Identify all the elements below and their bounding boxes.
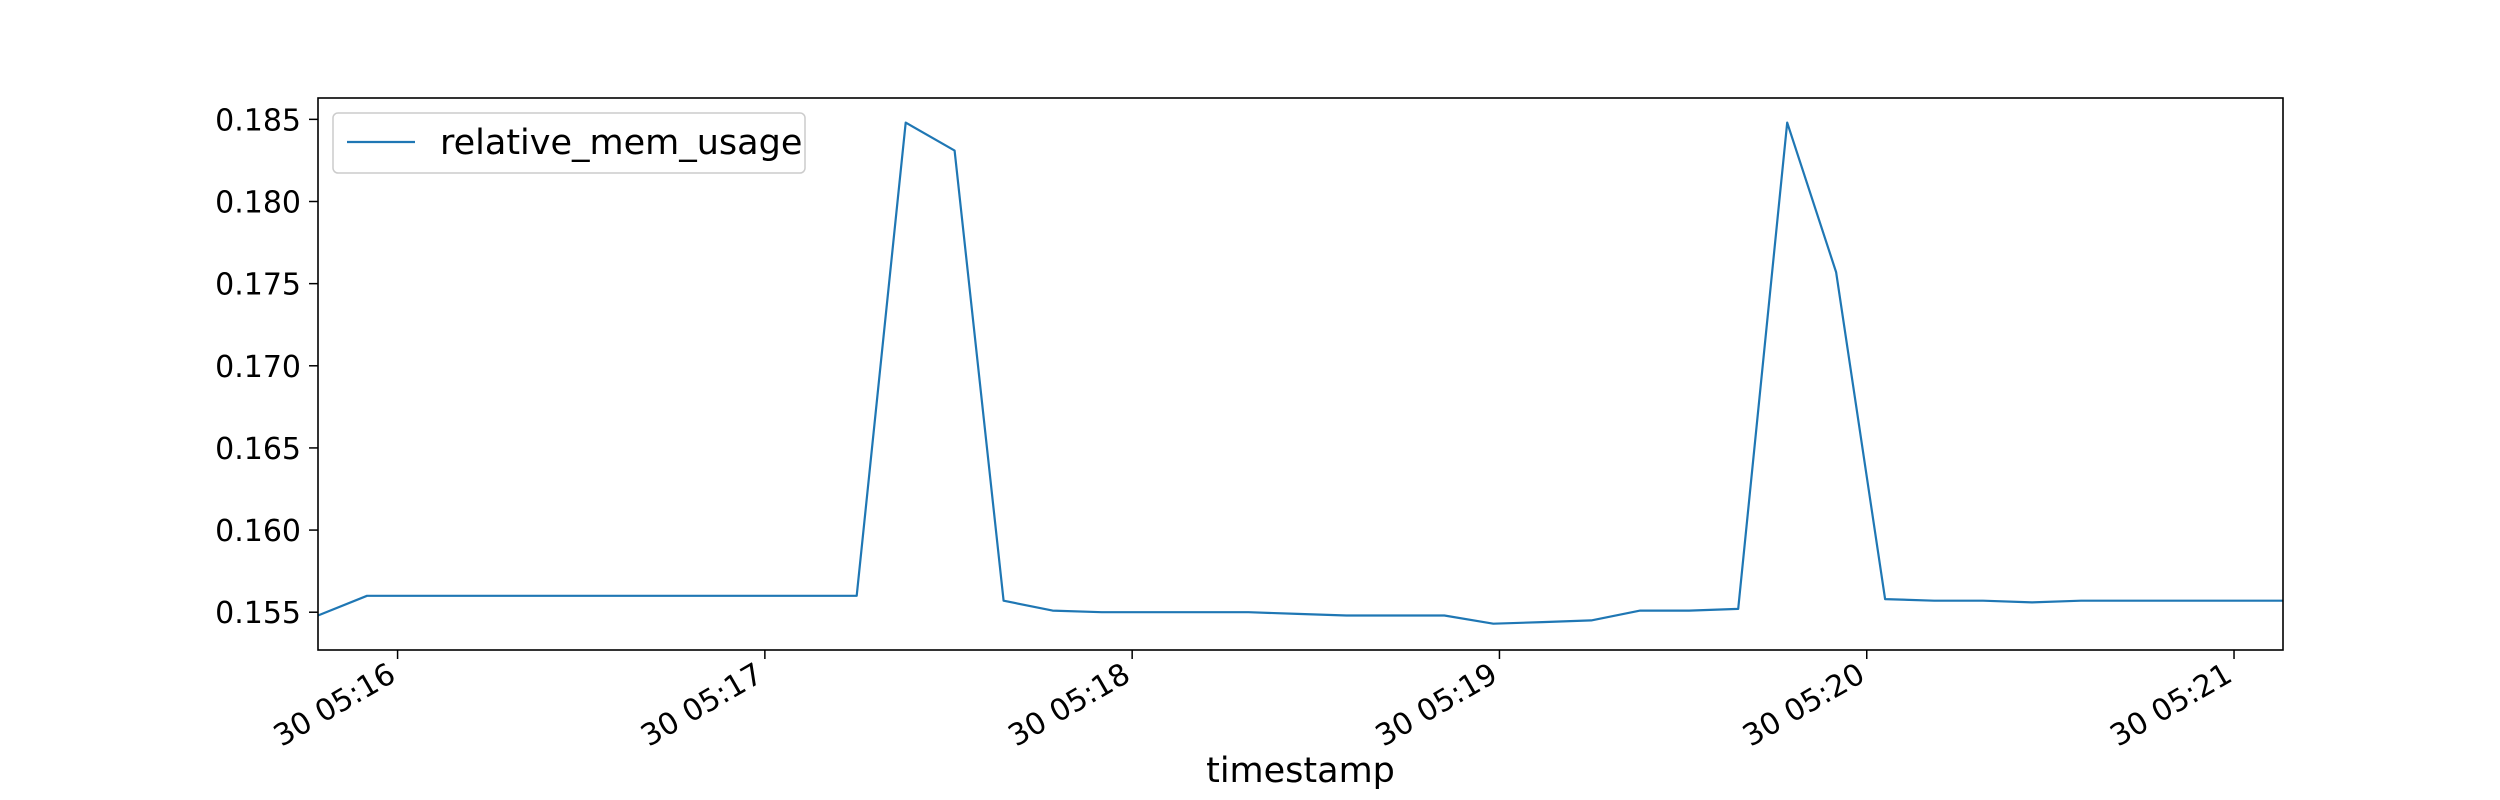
data-point — [414, 594, 418, 598]
data-point — [2079, 599, 2083, 603]
data-point — [1393, 614, 1397, 618]
y-tick-label: 0.165 — [215, 432, 301, 467]
y-tick-label: 0.155 — [215, 596, 301, 631]
data-point — [659, 594, 663, 598]
plot-frame — [317, 97, 2284, 651]
legend-box — [332, 112, 806, 174]
legend: relative_mem_usage — [332, 112, 806, 174]
data-point — [365, 594, 369, 598]
data-point — [610, 594, 614, 598]
data-point — [1785, 121, 1789, 125]
series-line-relative-mem-usage — [317, 121, 2283, 625]
data-point — [1149, 610, 1153, 614]
data-point — [463, 594, 467, 598]
plot-area — [318, 98, 2283, 650]
y-tick-label: 0.170 — [215, 350, 301, 385]
data-point — [1295, 612, 1299, 616]
data-point — [1932, 599, 1936, 603]
y-tick-label: 0.185 — [215, 103, 301, 138]
data-point — [1491, 622, 1495, 626]
data-point — [2177, 599, 2181, 603]
data-point — [1344, 614, 1348, 618]
data-point — [904, 121, 908, 125]
data-point — [855, 594, 859, 598]
data-point — [1247, 610, 1251, 614]
y-tick-label: 0.180 — [215, 186, 301, 221]
y-tick-label: 0.175 — [215, 268, 301, 303]
y-ticks: 0.155 0.160 0.165 0.170 0.175 0.180 0.185 — [215, 103, 318, 631]
data-point — [1198, 610, 1202, 614]
data-point — [2030, 600, 2034, 604]
data-point — [1981, 599, 1985, 603]
data-point — [1638, 609, 1642, 613]
data-point — [1100, 610, 1104, 614]
data-point — [806, 594, 810, 598]
data-point — [2226, 599, 2230, 603]
y-tick-label: 0.160 — [215, 514, 301, 549]
data-point — [2128, 599, 2132, 603]
legend-label-relative-mem-usage: relative_mem_usage — [440, 123, 802, 163]
data-point — [1834, 270, 1838, 274]
data-point — [1687, 609, 1691, 613]
data-point — [512, 594, 516, 598]
data-point — [1883, 597, 1887, 601]
data-point — [953, 149, 957, 153]
data-point — [1540, 620, 1544, 624]
data-point — [1051, 609, 1055, 613]
data-point — [1002, 599, 1006, 603]
data-point — [1589, 618, 1593, 622]
x-axis-label: timestamp — [1206, 751, 1395, 791]
data-point — [1736, 607, 1740, 611]
data-point — [708, 594, 712, 598]
data-point — [1442, 614, 1446, 618]
data-point — [561, 594, 565, 598]
data-point — [757, 594, 761, 598]
series-layer — [317, 121, 2283, 626]
